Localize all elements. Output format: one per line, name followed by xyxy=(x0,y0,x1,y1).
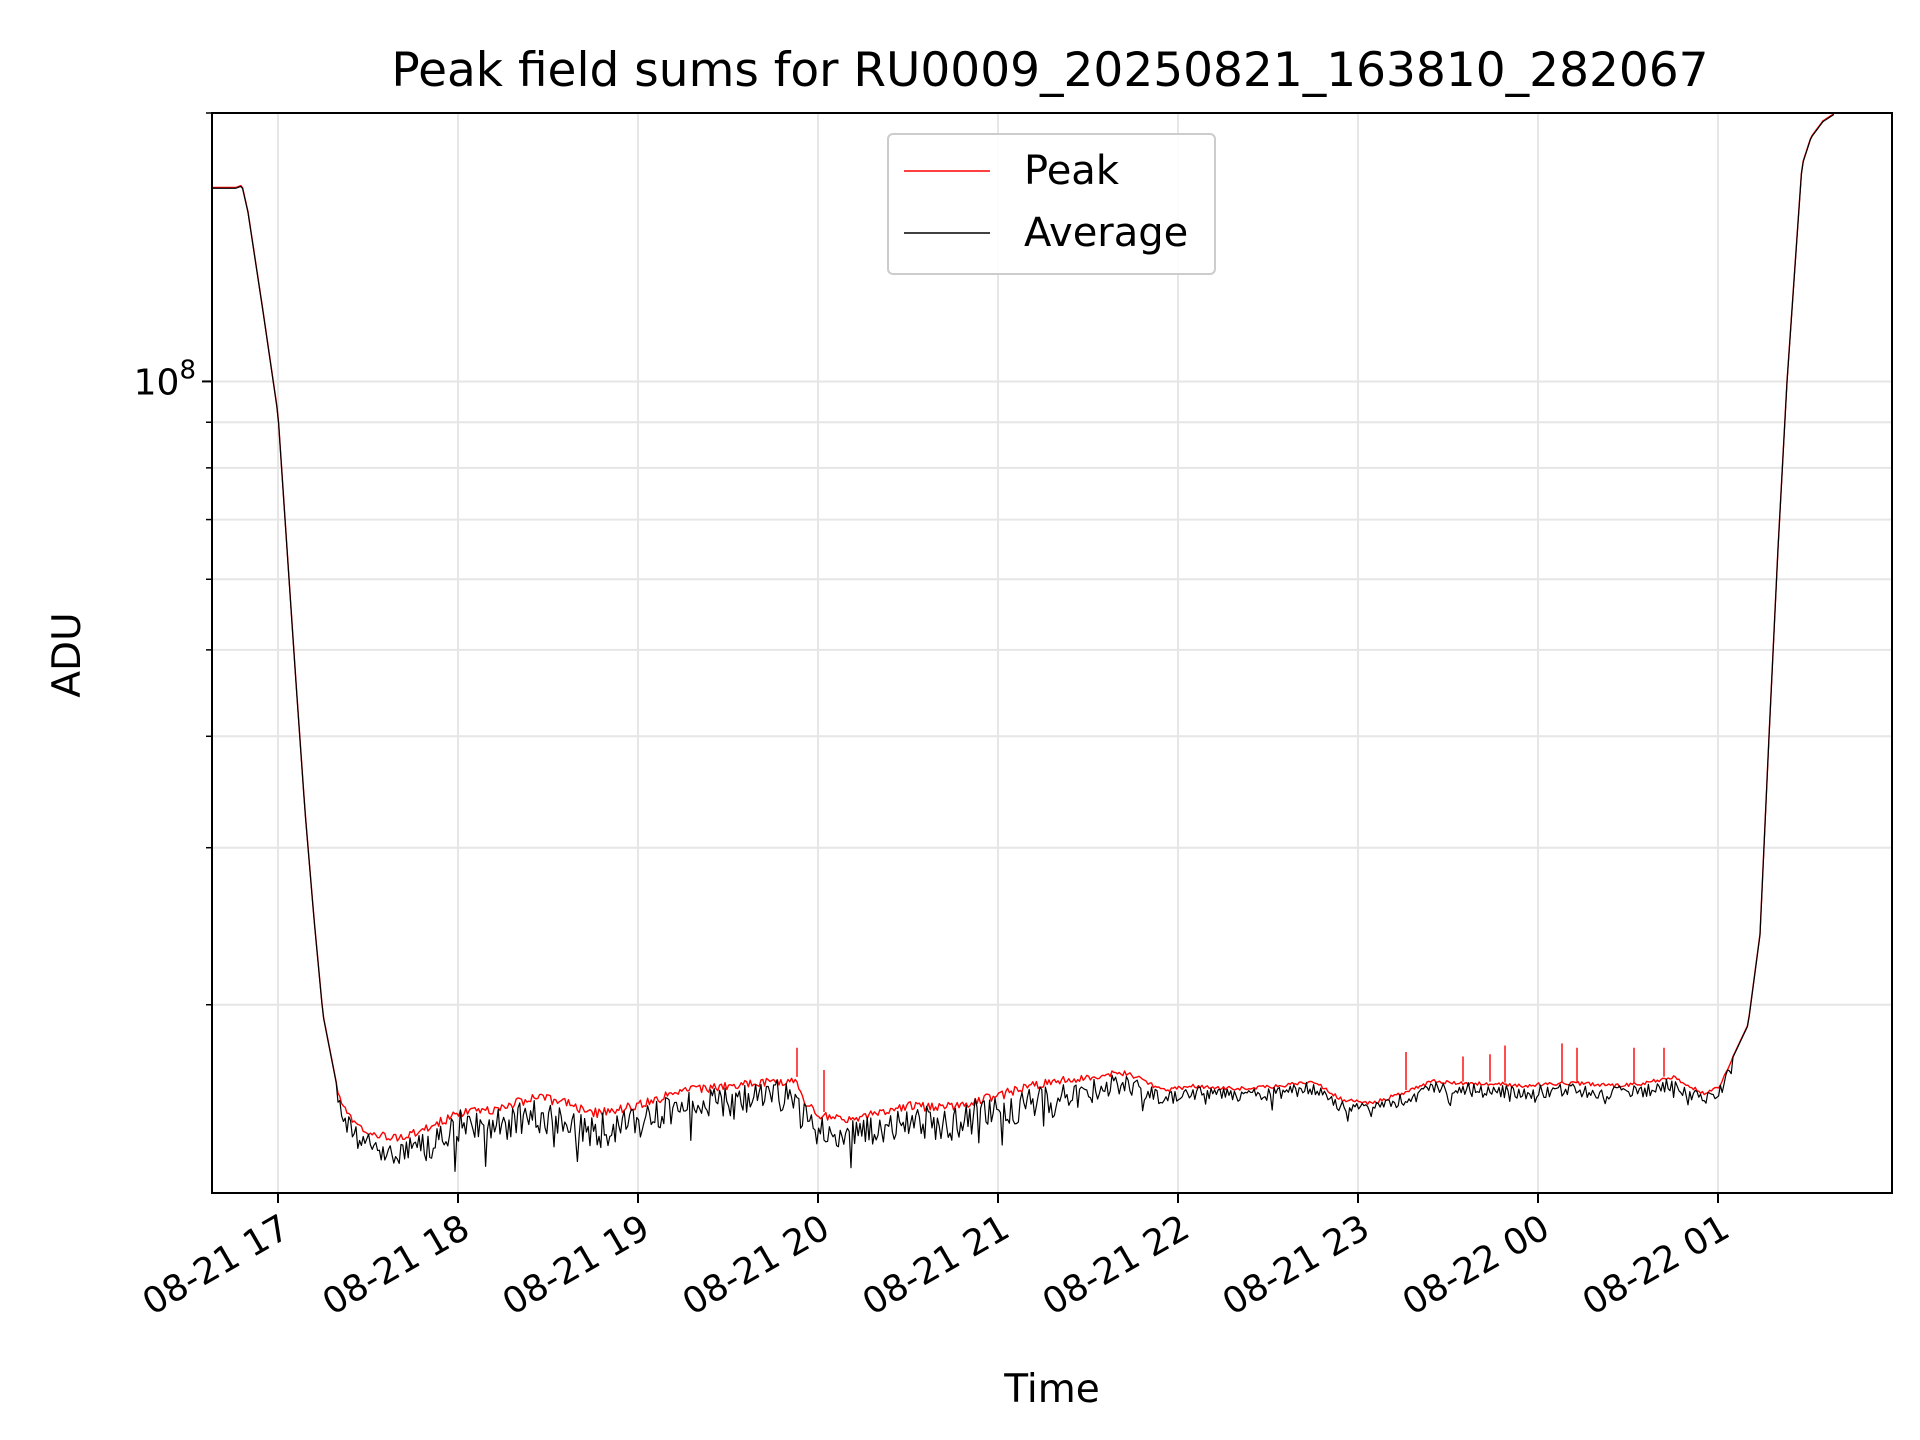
x-axis-label: Time xyxy=(1003,1367,1099,1412)
series-line-average xyxy=(212,114,1835,1172)
chart-title: Peak field sums for RU0009_20250821_1638… xyxy=(391,43,1708,98)
plot-lines xyxy=(212,113,1835,1172)
legend-box xyxy=(887,133,1216,275)
y-tick-label: 108 xyxy=(134,355,196,403)
legend-label-peak: Peak xyxy=(1024,148,1120,194)
y-axis-label: ADU xyxy=(45,612,90,697)
grid xyxy=(212,112,1892,1193)
legend-label-average: Average xyxy=(1024,210,1188,256)
plot-frame xyxy=(211,112,1893,1194)
legend: Peak Average xyxy=(887,133,1216,275)
series-line-peak xyxy=(212,113,1835,1142)
